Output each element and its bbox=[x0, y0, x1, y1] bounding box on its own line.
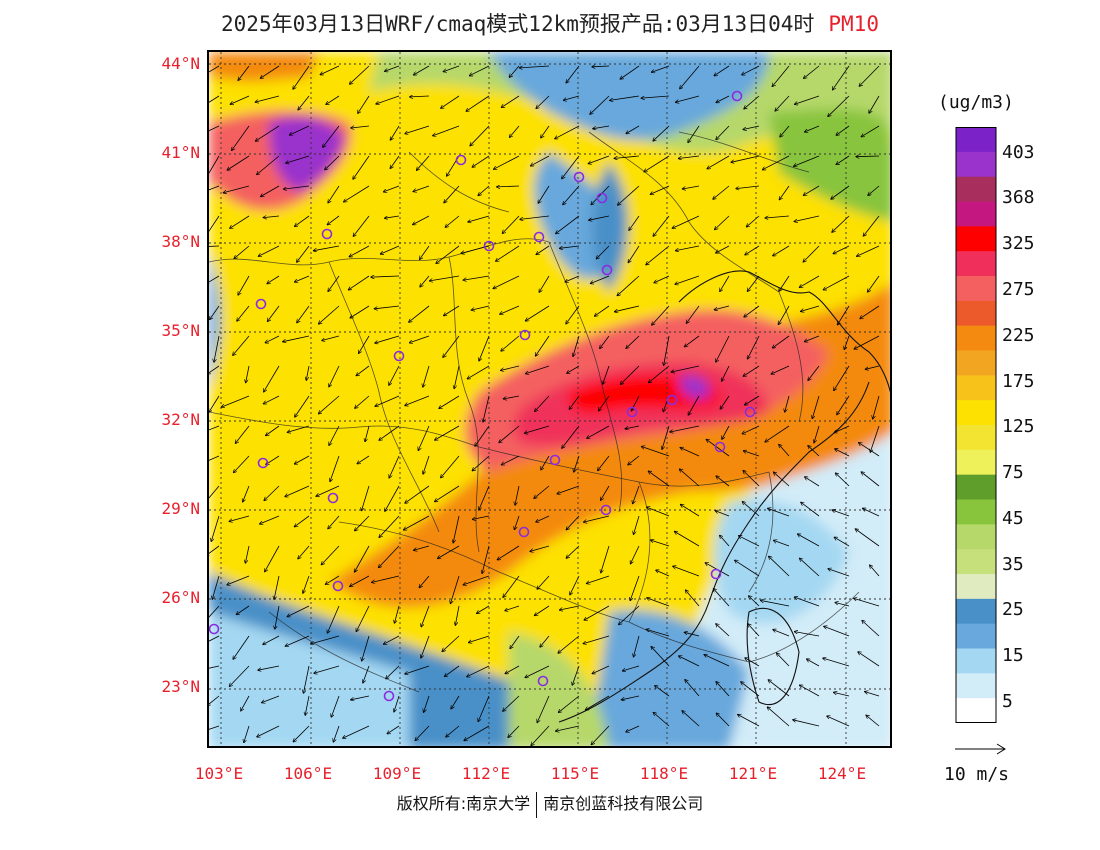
colorbar-swatch bbox=[956, 152, 996, 177]
colorbar-swatch bbox=[956, 450, 996, 475]
lon-label: 103°E bbox=[184, 764, 254, 783]
colorbar-label: 5 bbox=[1002, 691, 1013, 712]
colorbar-unit: (ug/m3) bbox=[938, 92, 1014, 113]
lat-label: 23°N bbox=[130, 677, 200, 696]
colorbar-label: 15 bbox=[1002, 645, 1024, 666]
lon-label: 124°E bbox=[807, 764, 877, 783]
colorbar-swatch bbox=[956, 624, 996, 649]
lat-label: 41°N bbox=[130, 143, 200, 162]
lon-label: 112°E bbox=[451, 764, 521, 783]
colorbar-label: 403 bbox=[1002, 142, 1035, 163]
title-pollutant: PM10 bbox=[828, 12, 879, 36]
colorbar-swatch bbox=[956, 326, 996, 351]
colorbar-swatch bbox=[956, 500, 996, 525]
colorbar-swatch bbox=[956, 226, 996, 251]
lat-label: 44°N bbox=[130, 54, 200, 73]
colorbar-swatch bbox=[956, 549, 996, 574]
colorbar-label: 125 bbox=[1002, 416, 1035, 437]
lon-label: 118°E bbox=[629, 764, 699, 783]
colorbar-swatch bbox=[956, 524, 996, 549]
copyright-company: 南京创蓝科技有限公司 bbox=[543, 794, 703, 813]
wind-reference-label: 10 m/s bbox=[944, 764, 1009, 785]
colorbar-swatch bbox=[956, 202, 996, 227]
lon-label: 109°E bbox=[362, 764, 432, 783]
colorbar-label: 35 bbox=[1002, 554, 1024, 575]
colorbar-label: 25 bbox=[1002, 599, 1024, 620]
colorbar-swatch bbox=[956, 400, 996, 425]
colorbar-swatch bbox=[956, 574, 996, 599]
colorbar-swatch bbox=[956, 599, 996, 624]
colorbar-swatch bbox=[956, 177, 996, 202]
colorbar bbox=[955, 127, 997, 723]
lat-label: 35°N bbox=[130, 321, 200, 340]
lat-label: 38°N bbox=[130, 232, 200, 251]
wind-reference-arrow bbox=[955, 742, 1011, 756]
colorbar-label: 275 bbox=[1002, 279, 1035, 300]
colorbar-label: 225 bbox=[1002, 325, 1035, 346]
lon-label: 106°E bbox=[273, 764, 343, 783]
colorbar-swatch bbox=[956, 475, 996, 500]
colorbar-label: 45 bbox=[1002, 508, 1024, 529]
footer-divider bbox=[536, 792, 537, 818]
colorbar-swatch bbox=[956, 649, 996, 674]
colorbar-swatch bbox=[956, 251, 996, 276]
copyright-owner: 版权所有:南京大学 bbox=[397, 794, 530, 813]
copyright-footer: 版权所有:南京大学 南京创蓝科技有限公司 bbox=[0, 790, 1100, 818]
colorbar-swatch bbox=[956, 127, 996, 152]
lon-label: 115°E bbox=[540, 764, 610, 783]
colorbar-label: 75 bbox=[1002, 462, 1024, 483]
colorbar-swatch bbox=[956, 276, 996, 301]
pm10-map bbox=[207, 50, 892, 748]
colorbar-swatch bbox=[956, 425, 996, 450]
colorbar-label: 175 bbox=[1002, 371, 1035, 392]
lat-label: 29°N bbox=[130, 499, 200, 518]
colorbar-label: 368 bbox=[1002, 187, 1035, 208]
map-title: 2025年03月13日WRF/cmaq模式12km预报产品:03月13日04时 P… bbox=[0, 8, 1100, 38]
colorbar-swatch bbox=[956, 375, 996, 400]
colorbar-label: 325 bbox=[1002, 233, 1035, 254]
colorbar-swatch bbox=[956, 351, 996, 376]
colorbar-swatch bbox=[956, 673, 996, 698]
lat-label: 32°N bbox=[130, 410, 200, 429]
title-main: 2025年03月13日WRF/cmaq模式12km预报产品:03月13日04时 bbox=[221, 12, 814, 36]
lat-label: 26°N bbox=[130, 588, 200, 607]
colorbar-swatch bbox=[956, 698, 996, 723]
lon-label: 121°E bbox=[718, 764, 788, 783]
colorbar-swatch bbox=[956, 301, 996, 326]
